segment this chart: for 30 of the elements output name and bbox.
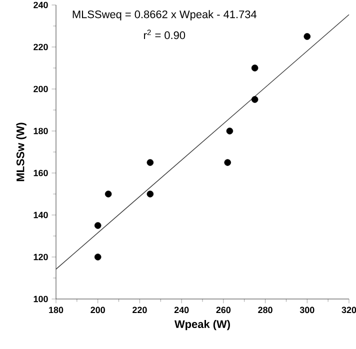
y-tick-label: 240: [34, 2, 48, 8]
point: [224, 159, 232, 166]
x-tick-label: 280: [258, 306, 272, 314]
x-tick-label: 200: [90, 306, 105, 314]
x-tick-label: 260: [216, 306, 231, 314]
y-axis-title: MLSSw (W): [16, 122, 26, 182]
y-tick-label: 160: [34, 170, 48, 176]
x-tick-label: 180: [49, 306, 64, 314]
y-tick-label: 180: [34, 128, 48, 134]
x-axis-title: Wpeak (W): [174, 320, 230, 330]
point: [146, 159, 154, 166]
point: [251, 64, 258, 72]
point: [104, 190, 112, 198]
y-tick-label: 140: [34, 212, 48, 218]
point: [146, 190, 154, 198]
y-tick-label: 200: [34, 86, 48, 92]
point: [251, 96, 258, 103]
point: [94, 222, 102, 229]
annotation: r$^{2}$ = 0.90: [144, 30, 186, 40]
y-tick-label: 100: [34, 296, 48, 302]
point: [94, 254, 102, 260]
point: [226, 128, 234, 134]
x-tick-label: 240: [174, 306, 189, 314]
x-tick-label: 300: [300, 306, 314, 314]
point: [304, 33, 311, 40]
x-tick-label: 320: [342, 306, 356, 314]
annotation: MLSSweq = 0.8662 x Wpeak - 41.734: [72, 10, 256, 20]
y-tick-label: 220: [34, 44, 48, 50]
x-tick-label: 220: [132, 306, 147, 314]
y-tick-label: 120: [34, 254, 48, 260]
